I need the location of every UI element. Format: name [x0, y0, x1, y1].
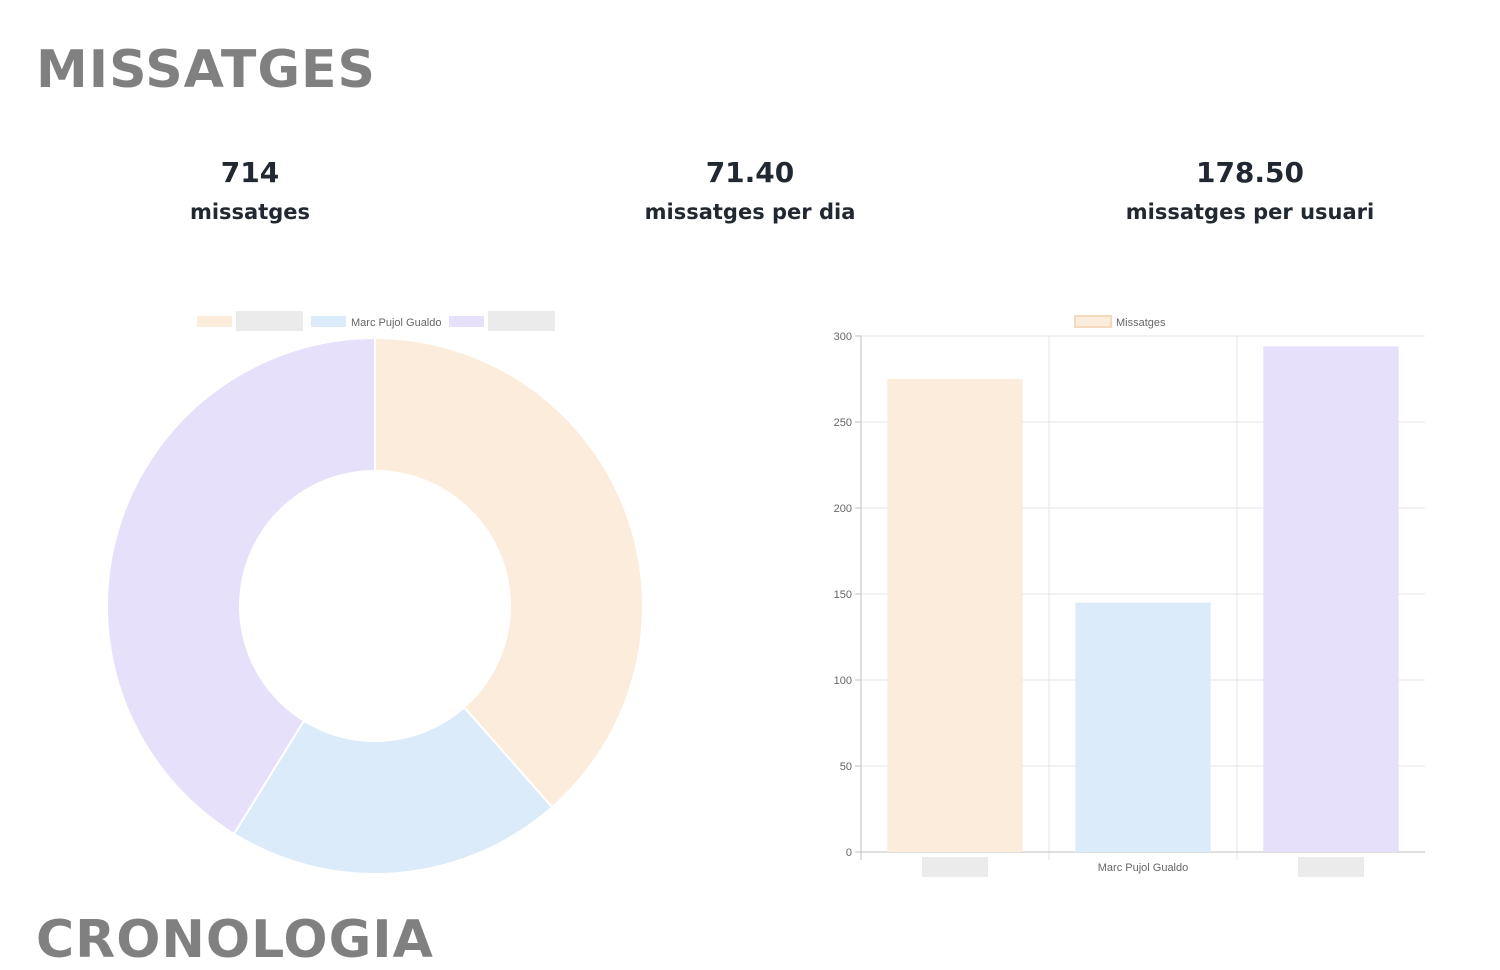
y-tick-label: 300 [834, 331, 852, 343]
legend-swatch [197, 316, 232, 327]
y-tick-label: 0 [846, 847, 852, 859]
y-tick-label: 200 [834, 503, 852, 515]
stat-value: 178.50 [1195, 156, 1305, 189]
legend-swatch [311, 316, 346, 327]
x-tick-redacted-label [1298, 857, 1364, 877]
legend-swatch [1074, 315, 1112, 328]
stat-messages-per-user: 178.50 missatges per usuari [1000, 150, 1500, 224]
stat-label: missatges [189, 200, 311, 224]
doughnut-slice [232, 705, 554, 875]
y-tick-label: 250 [834, 417, 852, 429]
next-section-title: CRONOLOGIA [36, 910, 434, 970]
x-tick-redacted-label [922, 857, 988, 877]
stat-messages-per-day: 71.40 missatges per dia [500, 150, 1000, 224]
bar [1263, 346, 1399, 852]
doughnut-slice [374, 336, 644, 809]
y-tick-label: 150 [834, 589, 852, 601]
bar [1075, 602, 1211, 852]
legend-label: Missatges [1116, 317, 1166, 329]
stat-label: missatges per usuari [1125, 200, 1375, 224]
legend-label: Marc Pujol Gualdo [351, 317, 442, 329]
legend-redacted-label [488, 311, 555, 331]
y-tick-label: 50 [840, 761, 852, 773]
stat-value: 714 [220, 156, 280, 189]
legend-swatch [449, 316, 484, 327]
y-tick-label: 100 [834, 675, 852, 687]
stat-total-messages: 714 missatges [0, 150, 500, 224]
bar [887, 379, 1023, 852]
charts-canvas: Marc Pujol Gualdo 0 50 100 150 200 250 300 Marc … [106, 311, 1425, 877]
doughnut-slice [106, 336, 376, 836]
stat-label: missatges per dia [644, 200, 856, 224]
x-tick-label: Marc Pujol Gualdo [1098, 862, 1189, 874]
stat-value: 71.40 [705, 156, 795, 189]
legend-redacted-label [236, 311, 303, 331]
page-title: MISSATGES [36, 40, 376, 100]
